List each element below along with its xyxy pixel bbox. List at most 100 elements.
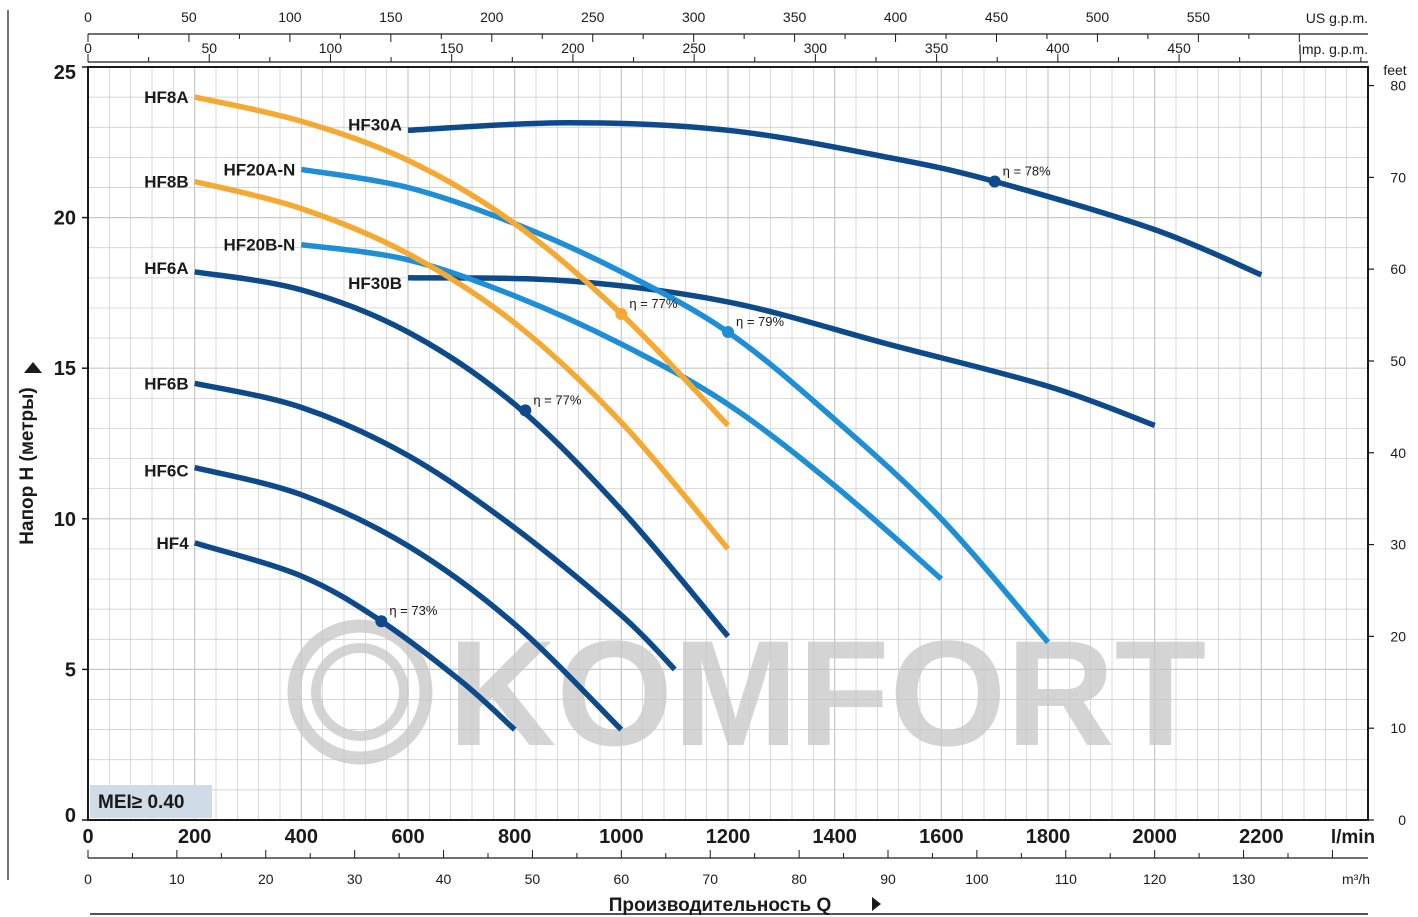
mei-badge-bg — [90, 785, 212, 818]
labels-layer: HF30A HF30B HF20A-N HF20B-N HF8A HF8B HF6A HF6B… — [90, 88, 1051, 818]
efficiency-label: η = 79% — [736, 314, 785, 329]
watermark-layer: KOMFORT — [287, 609, 1206, 777]
us-gpm-unit-label: US g.p.m. — [1306, 10, 1368, 26]
x-unit-label: l/min — [1331, 827, 1375, 848]
efficiency-label: η = 78% — [1003, 163, 1052, 178]
efficiency-label: η = 77% — [533, 392, 582, 407]
watermark-logo-ring — [287, 619, 433, 765]
y-axis-title: Напор H (метры) — [17, 387, 38, 544]
curve-label-hf8a: HF8A — [144, 88, 188, 107]
x-tick-label: 200 — [178, 826, 211, 848]
feet-tick-label: 0 — [1398, 812, 1406, 828]
m3h-tick-label: 100 — [965, 871, 989, 887]
x-tick-label: 1600 — [919, 826, 964, 848]
efficiency-point — [615, 307, 628, 320]
imp-gpm-tick-label: 250 — [682, 40, 706, 56]
imp-gpm-tick-label: 50 — [201, 40, 217, 56]
y-tick-label: 25 — [54, 62, 76, 84]
efficiency-label: η = 73% — [389, 603, 438, 618]
feet-tick-label: 20 — [1390, 628, 1406, 644]
curve-label-hf6c: HF6C — [144, 462, 188, 481]
m3h-tick-label: 40 — [436, 871, 452, 887]
feet-tick-label: 80 — [1390, 78, 1406, 94]
m3h-tick-label: 90 — [880, 871, 896, 887]
m3h-tick-label: 70 — [702, 871, 718, 887]
us-gpm-tick-label: 350 — [783, 9, 807, 25]
curve-label-hf20a-n: HF20A-N — [224, 160, 296, 179]
feet-tick-label: 40 — [1390, 445, 1406, 461]
m3h-tick-label: 60 — [614, 871, 630, 887]
us-gpm-tick-label: 300 — [682, 9, 706, 25]
curve-hf30a — [407, 119, 1263, 278]
m3h-tick-label: 10 — [169, 871, 185, 887]
x-tick-label: 2000 — [1132, 826, 1177, 848]
feet-tick-label: 10 — [1390, 720, 1406, 736]
m3h-tick-label: 0 — [84, 871, 92, 887]
efficiency-point — [722, 326, 734, 339]
x-tick-label: 600 — [391, 826, 424, 848]
m3h-tick-label: 80 — [791, 871, 807, 887]
m3h-tick-label: 20 — [258, 871, 274, 887]
curve-hf6c — [194, 464, 624, 732]
curve-label-hf6b: HF6B — [144, 374, 188, 393]
x-tick-label: 0 — [82, 826, 93, 848]
imp-gpm-tick-label: 100 — [319, 40, 343, 56]
x-tick-label: 800 — [498, 826, 531, 848]
m3h-tick-label: 120 — [1143, 871, 1167, 887]
feet-tick-label: 60 — [1390, 261, 1406, 277]
x-tick-label: 1400 — [812, 826, 857, 848]
y-axis-title-arrow-icon — [24, 362, 42, 373]
imp-gpm-tick-label: 450 — [1167, 40, 1191, 56]
plot-frame — [87, 66, 1369, 821]
imp-gpm-tick-label: 200 — [561, 40, 585, 56]
curve-label-hf8b: HF8B — [144, 172, 188, 191]
x-tick-label: 2200 — [1239, 826, 1284, 848]
us-gpm-tick-label: 0 — [84, 9, 92, 25]
efficiency-point — [988, 175, 1001, 188]
y-tick-label: 20 — [54, 208, 76, 230]
watermark-logo-inner-ring — [311, 643, 409, 741]
x-tick-label: 400 — [285, 826, 318, 848]
m3h-tick-label: 50 — [525, 871, 541, 887]
watermark-text: KOMFORT — [448, 609, 1206, 777]
y-tick-label: 15 — [54, 358, 76, 380]
feet-tick-label: 30 — [1390, 537, 1406, 553]
y-tick-label: 0 — [65, 805, 76, 827]
plot-border — [87, 66, 1369, 821]
imp-gpm-tick-label: 0 — [84, 40, 92, 56]
m3h-tick-label: 110 — [1055, 871, 1078, 887]
curve-hf6a — [194, 269, 731, 639]
x-axis-title-arrow-icon — [872, 897, 881, 911]
imp-gpm-tick-label: 300 — [804, 40, 828, 56]
us-gpm-tick-label: 450 — [985, 9, 1009, 25]
x-tick-label: 1800 — [1026, 826, 1071, 848]
imp-gpm-tick-label: 400 — [1046, 40, 1070, 56]
curve-hf8b — [194, 178, 731, 551]
imp-gpm-tick-label: 150 — [440, 40, 464, 56]
curve-hf8a — [194, 94, 730, 428]
curve-hf20b-n — [300, 241, 944, 582]
curve-label-hf20b-n: HF20B-N — [224, 236, 296, 255]
mei-badge-text: MEI≥ 0.40 — [98, 792, 184, 813]
efficiency-point — [375, 615, 388, 628]
us-gpm-tick-label: 50 — [181, 9, 197, 25]
us-gpm-tick-label: 100 — [278, 9, 302, 25]
feet-tick-label: 70 — [1390, 169, 1406, 185]
curve-label-hf4: HF4 — [157, 534, 190, 553]
x-tick-label: 1000 — [599, 826, 644, 848]
efficiency-point — [519, 404, 532, 417]
us-gpm-tick-label: 550 — [1187, 9, 1211, 25]
us-gpm-tick-label: 500 — [1086, 9, 1110, 25]
us-gpm-tick-label: 200 — [480, 9, 504, 25]
curve-hf6b — [194, 380, 677, 672]
x-axis-title: Производительность Q — [609, 895, 832, 916]
curve-label-hf6a: HF6A — [144, 259, 188, 278]
us-gpm-tick-label: 400 — [884, 9, 908, 25]
grid-layer — [87, 66, 1369, 821]
curve-label-hf30a: HF30A — [348, 115, 402, 134]
curve-hf20a-n — [300, 166, 1051, 645]
m3h-tick-label: 30 — [347, 871, 363, 887]
curve-hf30b — [407, 275, 1156, 428]
y-tick-label: 5 — [65, 659, 76, 681]
